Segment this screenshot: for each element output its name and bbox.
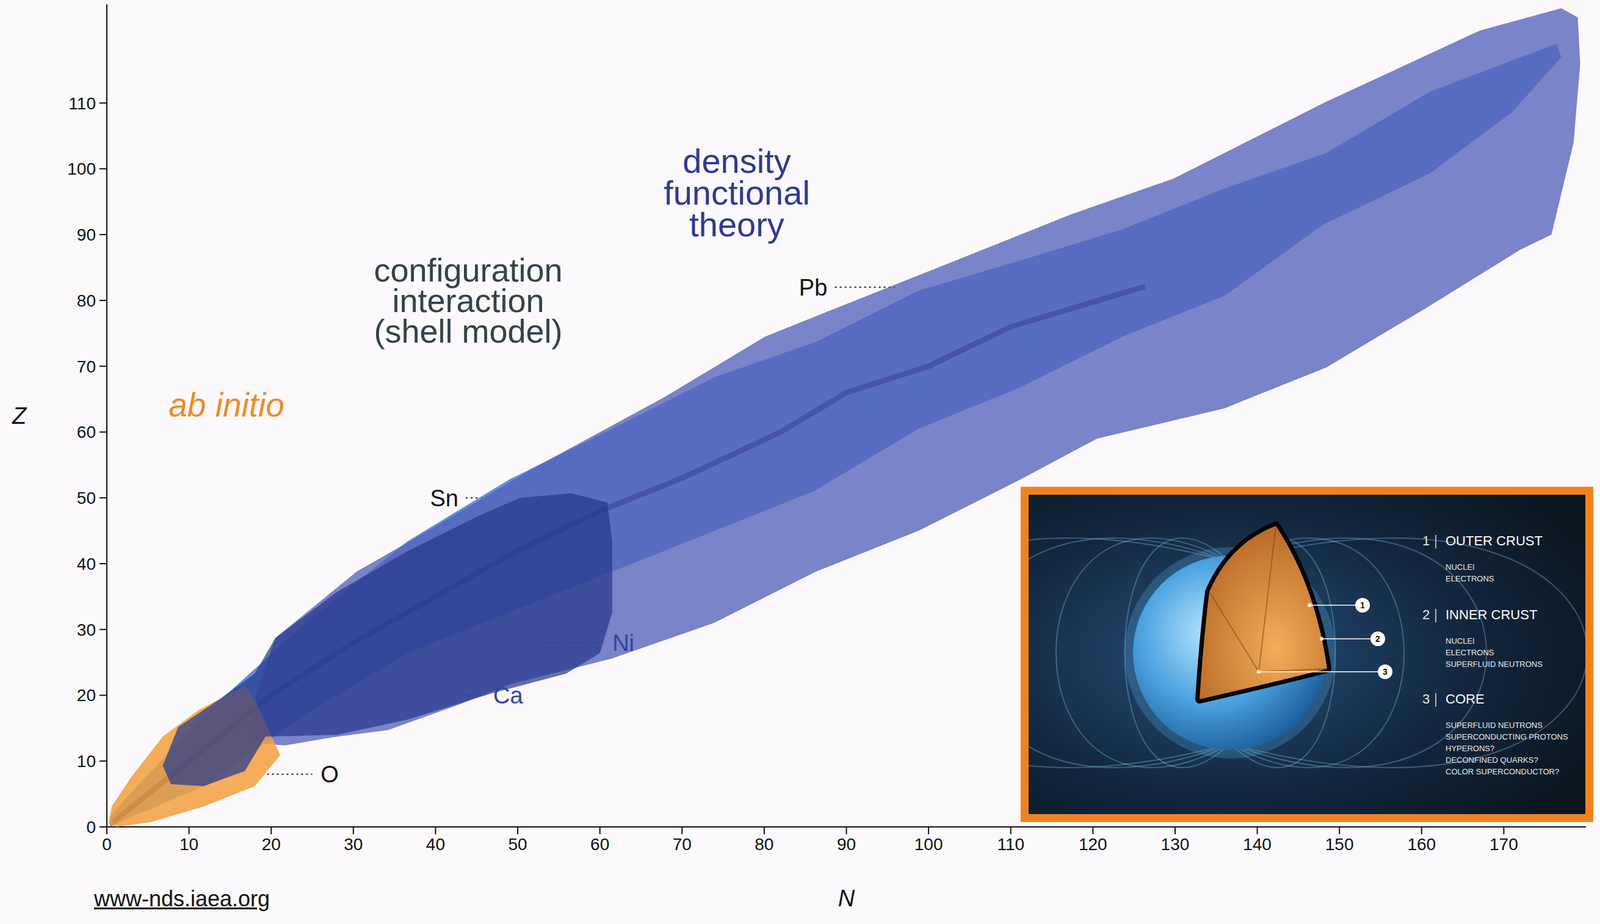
svg-text:HYPERONS?: HYPERONS? <box>1445 743 1495 753</box>
svg-text:O: O <box>320 761 339 787</box>
html-text:theory: theory <box>689 205 785 244</box>
svg-text:ELECTRONS: ELECTRONS <box>1445 647 1495 657</box>
svg-text:120: 120 <box>1078 834 1108 854</box>
html-text:www-nds.iaea.org: www-nds.iaea.org <box>94 885 270 911</box>
svg-text:COLOR SUPERCONDUCTOR?: COLOR SUPERCONDUCTOR? <box>1445 766 1560 776</box>
svg-text:CORE: CORE <box>1445 691 1485 707</box>
html-text:ab initio: ab initio <box>168 385 285 424</box>
svg-text:OUTER CRUST: OUTER CRUST <box>1445 532 1543 549</box>
svg-text:SUPERFLUID NEUTRONS: SUPERFLUID NEUTRONS <box>1445 720 1543 730</box>
svg-text:NUCLEI: NUCLEI <box>1445 636 1475 646</box>
html-text:functional: functional <box>663 173 811 212</box>
svg-text:1: 1 <box>1422 532 1430 549</box>
svg-text:50: 50 <box>507 834 527 854</box>
html-text:(shell model): (shell model) <box>373 312 563 350</box>
svg-text:3: 3 <box>1422 691 1430 707</box>
svg-text:30: 30 <box>343 834 363 854</box>
svg-text:170: 170 <box>1489 834 1519 854</box>
svg-text:20: 20 <box>76 685 96 705</box>
svg-text:INNER CRUST: INNER CRUST <box>1445 606 1538 623</box>
html-text:interaction: interaction <box>392 282 545 319</box>
svg-text:100: 100 <box>914 834 944 854</box>
svg-text:40: 40 <box>426 834 446 854</box>
svg-text:SUPERFLUID NEUTRONS: SUPERFLUID NEUTRONS <box>1445 659 1543 669</box>
svg-text:N: N <box>838 885 856 911</box>
svg-text:NUCLEI: NUCLEI <box>1445 562 1475 572</box>
svg-text:0: 0 <box>101 834 112 854</box>
svg-text:20: 20 <box>261 834 281 854</box>
svg-text:Sn: Sn <box>429 485 458 511</box>
svg-text:50: 50 <box>76 488 96 508</box>
svg-text:Pb: Pb <box>799 274 828 301</box>
svg-text:110: 110 <box>996 834 1025 854</box>
svg-text:140: 140 <box>1242 834 1272 854</box>
svg-text:110: 110 <box>68 94 96 113</box>
svg-text:2: 2 <box>1422 606 1430 623</box>
svg-text:90: 90 <box>76 225 96 245</box>
svg-text:70: 70 <box>672 834 692 854</box>
svg-text:Ca: Ca <box>493 682 524 709</box>
svg-text:DECONFINED QUARKS?: DECONFINED QUARKS? <box>1445 755 1539 765</box>
svg-text:1: 1 <box>1360 600 1365 610</box>
svg-text:0: 0 <box>86 817 96 837</box>
svg-text:60: 60 <box>590 834 610 854</box>
svg-text:3: 3 <box>1382 666 1388 677</box>
svg-text:30: 30 <box>76 620 96 640</box>
svg-text:Ni: Ni <box>612 629 635 656</box>
svg-text:Z: Z <box>11 402 28 429</box>
svg-text:80: 80 <box>76 291 96 311</box>
svg-text:90: 90 <box>836 834 856 854</box>
svg-text:10: 10 <box>76 751 96 771</box>
svg-text:60: 60 <box>76 422 96 442</box>
html-text:density: density <box>682 141 791 181</box>
svg-text:130: 130 <box>1161 834 1190 854</box>
svg-text:10: 10 <box>179 834 199 854</box>
svg-text:ELECTRONS: ELECTRONS <box>1445 573 1495 583</box>
svg-text:100: 100 <box>67 159 96 179</box>
svg-text:160: 160 <box>1407 834 1436 854</box>
svg-text:40: 40 <box>76 554 96 574</box>
html-text:configuration: configuration <box>373 251 563 289</box>
svg-text:2: 2 <box>1375 633 1381 644</box>
svg-text:SUPERCONDUCTING PROTONS: SUPERCONDUCTING PROTONS <box>1445 731 1569 742</box>
svg-text:70: 70 <box>76 357 96 377</box>
svg-text:150: 150 <box>1325 834 1354 854</box>
svg-text:80: 80 <box>754 834 774 854</box>
